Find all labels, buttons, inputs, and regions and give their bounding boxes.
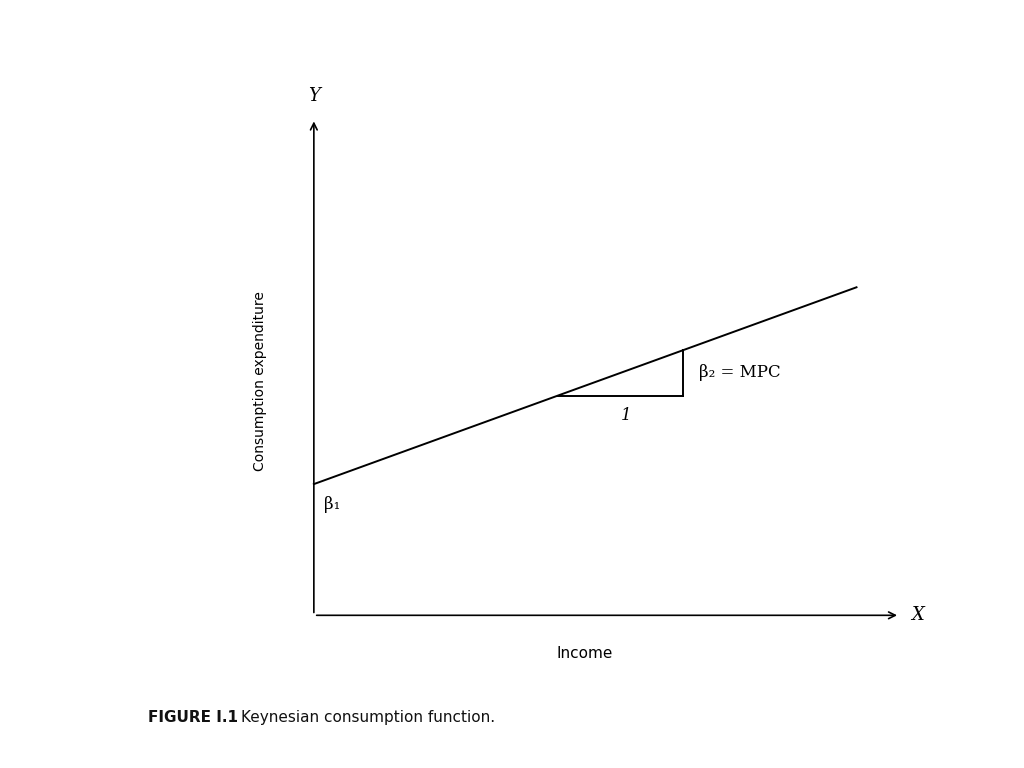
Text: Income: Income xyxy=(557,646,613,660)
Text: FIGURE I.1: FIGURE I.1 xyxy=(148,710,239,726)
Text: Keynesian consumption function.: Keynesian consumption function. xyxy=(241,710,495,726)
Text: β₁: β₁ xyxy=(324,496,340,513)
Text: β₂ = MPC: β₂ = MPC xyxy=(699,364,780,382)
Text: Consumption expenditure: Consumption expenditure xyxy=(253,291,266,471)
Text: Y: Y xyxy=(308,87,319,104)
Text: X: X xyxy=(910,606,924,624)
Text: 1: 1 xyxy=(621,407,631,424)
